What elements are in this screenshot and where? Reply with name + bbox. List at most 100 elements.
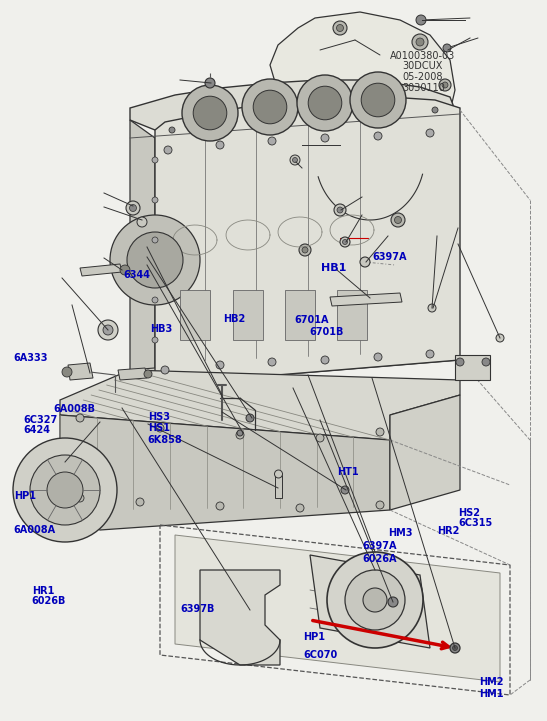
Text: HS3: HS3 xyxy=(148,412,170,422)
Text: HM3: HM3 xyxy=(388,528,413,538)
Polygon shape xyxy=(233,290,263,340)
Text: HM1: HM1 xyxy=(479,689,503,699)
Circle shape xyxy=(334,204,346,216)
Polygon shape xyxy=(130,345,460,385)
Polygon shape xyxy=(337,290,367,340)
Polygon shape xyxy=(80,264,122,276)
Circle shape xyxy=(316,434,324,442)
Text: HS2: HS2 xyxy=(458,508,480,518)
Circle shape xyxy=(152,337,158,343)
Circle shape xyxy=(452,645,457,650)
Circle shape xyxy=(216,361,224,369)
Circle shape xyxy=(110,215,200,305)
Circle shape xyxy=(345,570,405,630)
Text: 6397B: 6397B xyxy=(181,604,215,614)
Circle shape xyxy=(62,367,72,377)
Circle shape xyxy=(120,265,130,275)
Polygon shape xyxy=(60,370,460,440)
Circle shape xyxy=(242,79,298,135)
Circle shape xyxy=(394,216,401,224)
Polygon shape xyxy=(275,475,282,498)
Polygon shape xyxy=(455,355,490,380)
Text: 6A008B: 6A008B xyxy=(54,404,96,414)
Circle shape xyxy=(363,588,387,612)
Circle shape xyxy=(416,15,426,25)
Circle shape xyxy=(350,72,406,128)
Polygon shape xyxy=(390,395,460,510)
Text: 6424: 6424 xyxy=(23,425,50,435)
Circle shape xyxy=(293,157,298,162)
Text: 6C315: 6C315 xyxy=(458,518,493,528)
Circle shape xyxy=(76,494,84,502)
Circle shape xyxy=(144,370,152,378)
Circle shape xyxy=(103,325,113,335)
Circle shape xyxy=(388,597,398,607)
Circle shape xyxy=(342,239,347,244)
Text: 05-2008: 05-2008 xyxy=(402,72,443,82)
Text: HS1: HS1 xyxy=(148,423,170,433)
Text: 6A333: 6A333 xyxy=(14,353,48,363)
Circle shape xyxy=(246,414,254,422)
Circle shape xyxy=(268,358,276,366)
Circle shape xyxy=(216,502,224,510)
Text: 6344: 6344 xyxy=(123,270,150,280)
Circle shape xyxy=(13,438,117,542)
Text: 6C070: 6C070 xyxy=(304,650,338,660)
Text: HT1: HT1 xyxy=(337,466,359,477)
Circle shape xyxy=(161,366,169,374)
Circle shape xyxy=(416,38,424,46)
Text: 30DCUX: 30DCUX xyxy=(402,61,443,71)
Circle shape xyxy=(164,146,172,154)
Text: HR2: HR2 xyxy=(438,526,460,536)
Text: 6C327: 6C327 xyxy=(23,415,57,425)
Polygon shape xyxy=(180,290,210,340)
Circle shape xyxy=(156,424,164,432)
Circle shape xyxy=(30,455,100,525)
Polygon shape xyxy=(175,535,500,682)
Circle shape xyxy=(152,157,158,163)
Circle shape xyxy=(321,356,329,364)
Text: HB2: HB2 xyxy=(223,314,245,324)
Circle shape xyxy=(327,552,423,648)
Polygon shape xyxy=(60,415,390,530)
Circle shape xyxy=(137,217,147,227)
Circle shape xyxy=(376,428,384,436)
Circle shape xyxy=(299,244,311,256)
Polygon shape xyxy=(68,363,93,380)
Circle shape xyxy=(297,75,353,131)
Circle shape xyxy=(130,205,137,211)
Text: 6K858: 6K858 xyxy=(148,435,183,445)
Circle shape xyxy=(432,107,438,113)
Text: HR1: HR1 xyxy=(32,586,54,596)
Circle shape xyxy=(290,155,300,165)
Polygon shape xyxy=(310,555,430,648)
Text: 6026B: 6026B xyxy=(32,596,66,606)
Text: 6701A: 6701A xyxy=(294,315,329,325)
Circle shape xyxy=(360,257,370,267)
Circle shape xyxy=(47,472,83,508)
Circle shape xyxy=(496,334,504,342)
Circle shape xyxy=(98,320,118,340)
Circle shape xyxy=(216,141,224,149)
Circle shape xyxy=(340,237,350,247)
Text: HP1: HP1 xyxy=(304,632,325,642)
Polygon shape xyxy=(130,80,455,143)
Circle shape xyxy=(152,297,158,303)
Circle shape xyxy=(439,79,451,91)
Text: HB1: HB1 xyxy=(321,263,346,273)
Text: A0100380-03: A0100380-03 xyxy=(390,50,455,61)
Circle shape xyxy=(450,643,460,653)
Circle shape xyxy=(237,430,243,436)
Circle shape xyxy=(442,82,448,88)
Text: 6A008A: 6A008A xyxy=(14,525,56,535)
Circle shape xyxy=(321,134,329,142)
Circle shape xyxy=(268,137,276,145)
Circle shape xyxy=(376,501,384,509)
Circle shape xyxy=(182,85,238,141)
Circle shape xyxy=(275,470,282,478)
Circle shape xyxy=(136,498,144,506)
Circle shape xyxy=(412,34,428,50)
Circle shape xyxy=(482,358,490,366)
Circle shape xyxy=(76,414,84,422)
Text: HB3: HB3 xyxy=(150,324,173,334)
